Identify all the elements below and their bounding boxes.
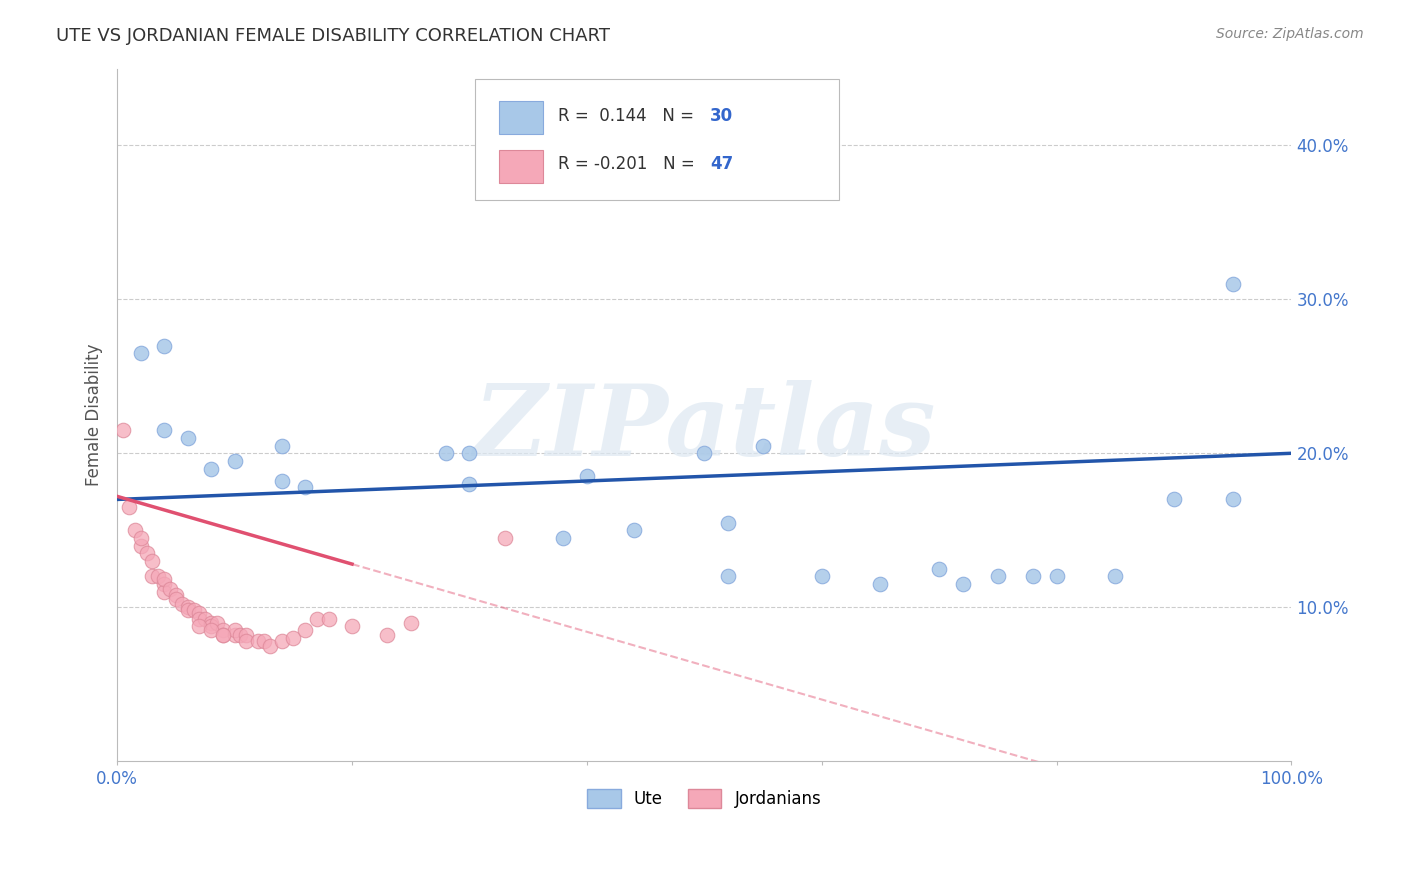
Point xyxy=(270,439,292,453)
Point xyxy=(176,603,198,617)
Point xyxy=(270,634,292,648)
Point xyxy=(1022,569,1045,583)
Point xyxy=(235,634,257,648)
Point xyxy=(165,592,187,607)
Point xyxy=(294,480,316,494)
Point xyxy=(212,624,235,638)
Point xyxy=(153,423,176,437)
Point xyxy=(224,624,246,638)
Text: 30: 30 xyxy=(710,107,734,125)
Point xyxy=(340,618,363,632)
Point xyxy=(153,577,176,591)
Point xyxy=(623,523,645,537)
Point xyxy=(135,546,157,560)
Point xyxy=(987,569,1010,583)
Point xyxy=(458,477,481,491)
FancyBboxPatch shape xyxy=(499,101,544,135)
Point xyxy=(183,603,205,617)
Point xyxy=(283,631,305,645)
Text: R =  0.144   N =: R = 0.144 N = xyxy=(558,107,699,125)
Point xyxy=(752,439,775,453)
Point xyxy=(247,634,270,648)
Point xyxy=(253,634,276,648)
Point xyxy=(575,469,598,483)
Point xyxy=(188,612,211,626)
Legend: Ute, Jordanians: Ute, Jordanians xyxy=(581,782,828,815)
Point xyxy=(200,615,222,630)
Point xyxy=(212,628,235,642)
Point xyxy=(1104,569,1126,583)
Point xyxy=(1222,492,1244,507)
Point xyxy=(717,569,740,583)
Point xyxy=(153,338,176,352)
Point xyxy=(153,584,176,599)
Point xyxy=(129,531,152,545)
Point xyxy=(141,569,163,583)
Point xyxy=(305,612,328,626)
Point xyxy=(869,577,891,591)
Point xyxy=(194,612,217,626)
Point xyxy=(170,597,193,611)
Text: 47: 47 xyxy=(710,155,734,173)
Point xyxy=(1222,277,1244,291)
Point xyxy=(952,577,974,591)
Point xyxy=(717,516,740,530)
Text: UTE VS JORDANIAN FEMALE DISABILITY CORRELATION CHART: UTE VS JORDANIAN FEMALE DISABILITY CORRE… xyxy=(56,27,610,45)
Point xyxy=(399,615,422,630)
Point xyxy=(112,423,135,437)
Point xyxy=(153,573,176,587)
Point xyxy=(148,569,170,583)
FancyBboxPatch shape xyxy=(499,150,544,183)
Point xyxy=(229,628,252,642)
Point xyxy=(212,628,235,642)
Point xyxy=(176,600,198,615)
Point xyxy=(270,474,292,488)
Point xyxy=(188,618,211,632)
Point xyxy=(318,612,340,626)
Point xyxy=(294,624,316,638)
Point xyxy=(693,446,716,460)
Point xyxy=(176,431,198,445)
Point xyxy=(553,531,575,545)
Point xyxy=(159,582,181,596)
Point xyxy=(224,628,246,642)
Point xyxy=(1045,569,1067,583)
Text: R = -0.201   N =: R = -0.201 N = xyxy=(558,155,700,173)
Point xyxy=(200,624,222,638)
Point xyxy=(259,639,281,653)
Point xyxy=(141,554,163,568)
Point xyxy=(188,607,211,621)
Point xyxy=(375,628,398,642)
Y-axis label: Female Disability: Female Disability xyxy=(86,343,103,486)
Point xyxy=(458,446,481,460)
Point xyxy=(118,500,141,515)
Point xyxy=(434,446,457,460)
Point xyxy=(129,346,152,360)
Point xyxy=(200,618,222,632)
Point xyxy=(165,588,187,602)
Point xyxy=(494,531,516,545)
Point xyxy=(129,539,152,553)
Point xyxy=(205,615,228,630)
Point xyxy=(235,628,257,642)
Point xyxy=(124,523,146,537)
Point xyxy=(200,461,222,475)
FancyBboxPatch shape xyxy=(475,78,839,200)
Point xyxy=(224,454,246,468)
Point xyxy=(928,562,950,576)
Text: Source: ZipAtlas.com: Source: ZipAtlas.com xyxy=(1216,27,1364,41)
Text: ZIPatlas: ZIPatlas xyxy=(474,380,935,477)
Point xyxy=(810,569,832,583)
Point xyxy=(1163,492,1185,507)
